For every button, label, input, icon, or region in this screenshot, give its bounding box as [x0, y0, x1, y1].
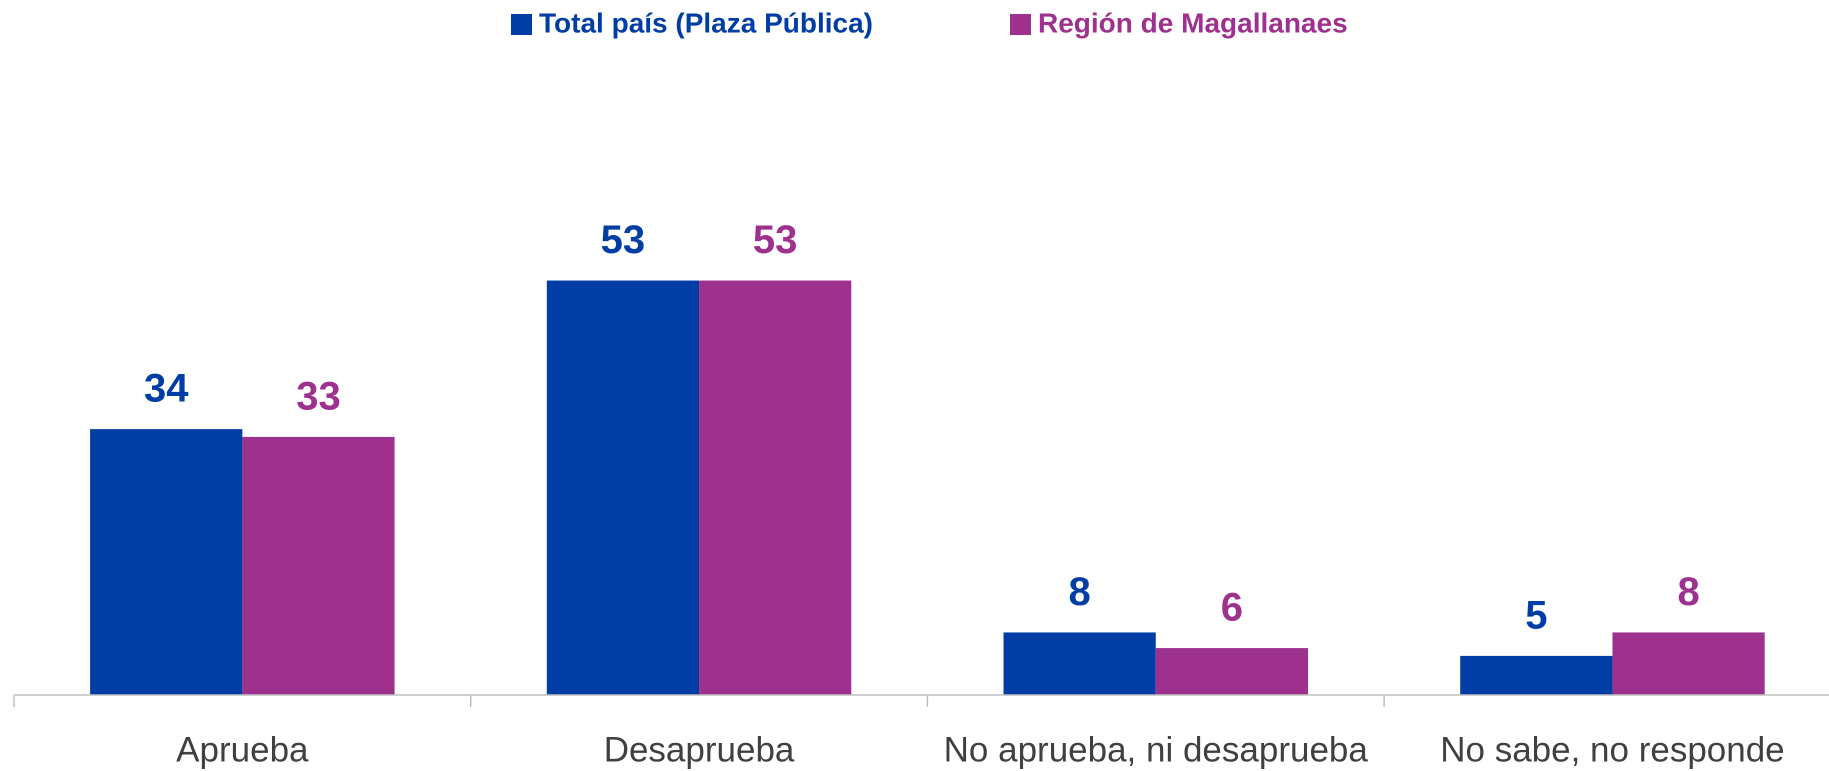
x-tick-label: Aprueba	[176, 730, 309, 769]
data-label: 8	[1677, 570, 1699, 614]
bar	[242, 436, 395, 695]
bar	[90, 429, 243, 695]
data-label: 8	[1069, 570, 1091, 614]
data-label: 33	[296, 375, 341, 419]
legend-swatch	[1010, 14, 1031, 35]
bar	[1155, 648, 1308, 695]
x-tick-label: No aprueba, ni desaprueba	[944, 730, 1369, 769]
data-label: 53	[601, 218, 646, 262]
legend-label: Total país (Plaza Pública)	[539, 7, 873, 38]
bar	[546, 280, 700, 695]
x-tick-label: No sabe, no responde	[1440, 730, 1784, 769]
bar	[699, 280, 852, 695]
data-label: 5	[1525, 593, 1547, 637]
x-tick-label: Desaprueba	[604, 730, 795, 769]
data-label: 34	[144, 367, 189, 411]
legend-label: Región de Magallanaes	[1038, 7, 1348, 38]
data-label: 6	[1221, 586, 1243, 630]
bar	[1460, 655, 1613, 695]
data-label: 53	[753, 218, 798, 262]
legend-swatch	[511, 14, 532, 35]
bar	[1003, 632, 1156, 695]
bar	[1612, 632, 1765, 695]
